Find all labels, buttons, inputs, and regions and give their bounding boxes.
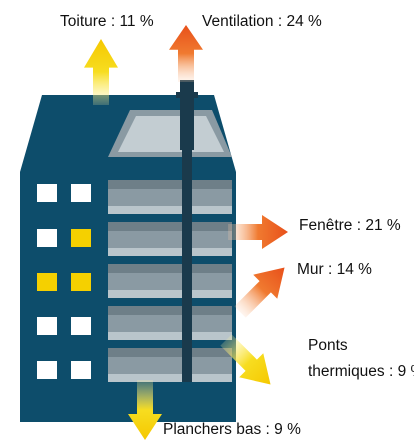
arrow-wall — [227, 255, 297, 325]
building — [20, 80, 236, 422]
label-ventilation: Ventilation : 24 % — [202, 13, 322, 30]
label-roof: Toiture : 11 % — [60, 13, 154, 30]
label-window: Fenêtre : 21 % — [299, 217, 401, 234]
label-bridges: thermiques : 9 % — [308, 363, 414, 380]
label-floor: Planchers bas : 9 % — [163, 421, 301, 438]
label-bridges: Ponts — [308, 337, 348, 354]
arrow-ventilation — [169, 24, 203, 82]
arrow-window — [228, 215, 288, 249]
label-wall: Mur : 14 % — [297, 261, 372, 278]
